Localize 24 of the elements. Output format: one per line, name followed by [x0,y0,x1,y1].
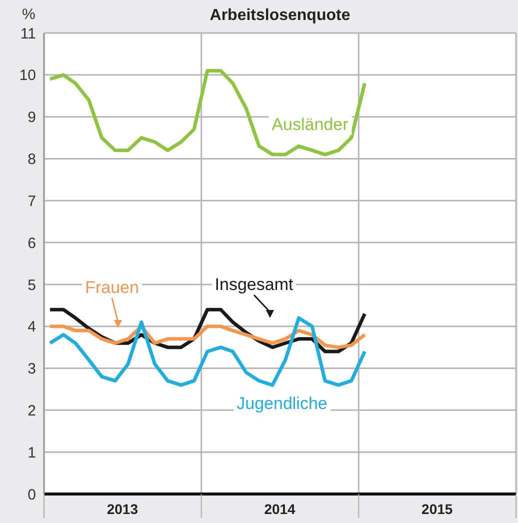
y-axis-title: % [22,6,36,23]
x-tick-label: 2015 [422,501,453,517]
y-tick-label: 8 [28,151,36,168]
series-label: Insgesamt [212,275,296,295]
y-tick-label: 5 [28,276,36,294]
y-tick-label: 7 [28,192,36,210]
line-series [48,324,366,350]
series-label: Ausländer [268,115,352,135]
y-tick-label: 0 [28,486,36,504]
y-tick-label: 4 [28,318,36,336]
series-label: Jugendliche [234,394,330,414]
y-tick-label: 11 [20,25,36,42]
chart-title: Arbeitslosenquote [208,7,352,25]
y-tick-label: 2 [28,402,36,420]
y-tick-label: 6 [28,234,36,252]
x-tick-label: 2014 [264,501,296,517]
line-series [48,316,366,387]
x-tick-label: 2013 [106,501,138,517]
y-tick-label: 10 [19,67,36,84]
series-label: Frauen [82,278,142,298]
y-tick-label: 9 [28,109,36,126]
line-series [48,68,366,156]
y-tick-label: 1 [28,444,36,462]
y-tick-label: 3 [28,360,36,378]
